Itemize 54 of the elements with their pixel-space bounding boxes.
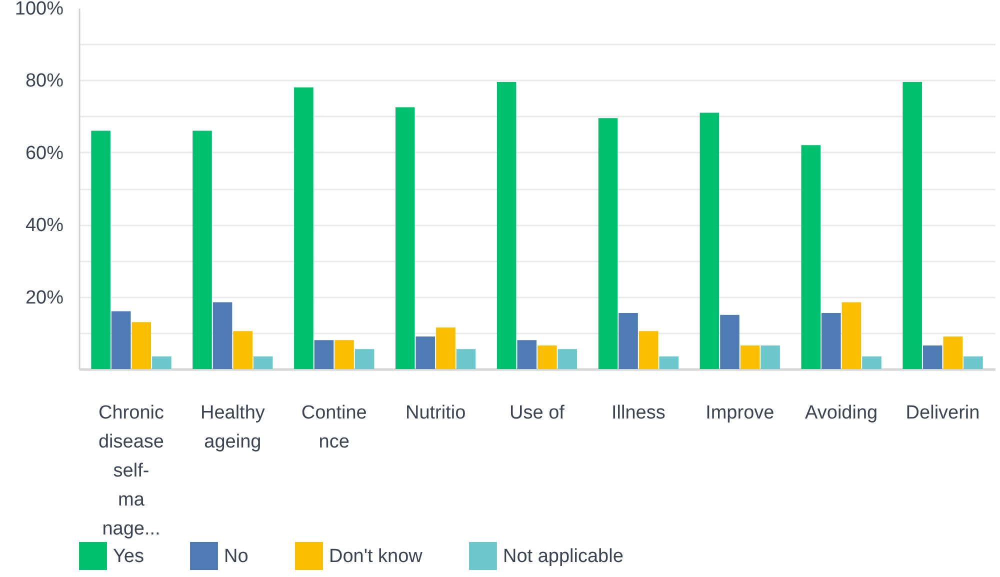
bar [517,340,536,369]
bar [456,349,476,369]
bar [192,130,212,369]
bar [902,82,922,369]
bar [395,107,415,369]
legend-label: Yes [113,546,144,568]
x-tick-label: Healthy ageing [200,402,266,452]
bar [436,327,456,369]
x-tick-label: Avoiding [805,402,878,424]
bar [862,356,882,369]
x-tick-label: Use of [510,402,566,424]
y-tick-label: 100% [14,0,64,20]
bar [538,346,557,369]
bar [558,349,578,369]
bar [720,314,740,369]
bar [152,356,172,369]
x-tick-label: Illness [612,402,666,424]
x-tick-label: Chronic disease self- ma nage... [98,402,164,540]
x-tick-label: Nutritio [405,402,466,424]
bar [233,331,252,369]
bar [964,356,983,369]
y-tick-label: 20% [25,287,64,308]
bar [314,340,334,369]
bar [943,336,963,369]
bar [354,349,374,369]
bar [922,346,942,369]
y-tick-label: 40% [25,215,64,236]
bar [111,311,131,369]
bar [842,302,862,369]
bar [638,331,658,369]
legend-label: No [224,546,248,568]
x-tick-label: Contine nce [301,402,367,452]
bar [496,82,516,369]
bar [598,118,618,369]
y-tick-label: 60% [25,142,64,164]
bar [91,130,110,369]
bar [822,313,841,369]
bar [740,346,760,369]
y-tick-label: 80% [25,70,64,92]
bar [294,87,314,369]
bar [760,346,780,369]
bar [212,302,232,369]
bar [253,356,273,369]
x-tick-label: Improve [706,402,774,424]
bar [334,340,354,369]
bar [416,336,436,369]
x-tick-label: Deliverin [906,402,980,424]
bar [132,322,152,369]
bar [659,356,679,369]
bar [700,112,720,369]
legend-label: Not applicable [503,546,624,568]
bar [618,313,638,369]
legend-label: Don't know [329,546,423,568]
bar [801,145,821,369]
